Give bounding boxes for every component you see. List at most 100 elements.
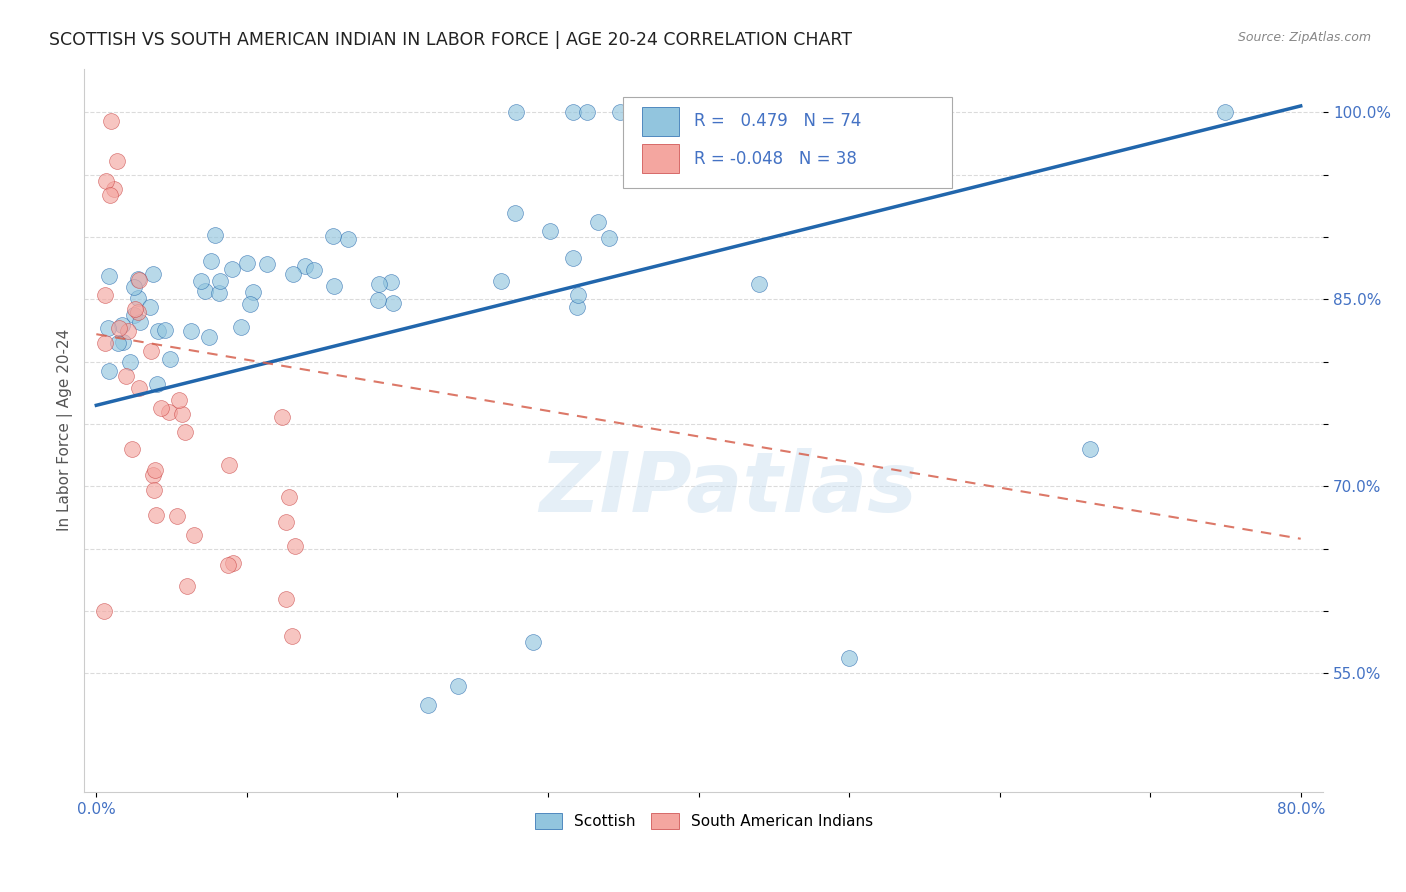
Point xyxy=(609,105,631,120)
Point xyxy=(575,105,598,120)
Text: R =   0.479   N = 74: R = 0.479 N = 74 xyxy=(695,112,862,130)
Text: ZIPatlas: ZIPatlas xyxy=(540,448,918,529)
Point xyxy=(183,527,205,541)
Point xyxy=(281,629,304,643)
Point xyxy=(748,277,770,292)
Point xyxy=(586,215,609,229)
Y-axis label: In Labor Force | Age 20-24: In Labor Force | Age 20-24 xyxy=(58,329,73,532)
Text: SCOTTISH VS SOUTH AMERICAN INDIAN IN LABOR FORCE | AGE 20-24 CORRELATION CHART: SCOTTISH VS SOUTH AMERICAN INDIAN IN LAB… xyxy=(49,31,852,49)
Point xyxy=(155,323,177,337)
Point xyxy=(97,321,120,335)
Point xyxy=(236,256,259,270)
Point xyxy=(652,105,675,120)
Point xyxy=(190,274,212,288)
Point xyxy=(173,425,195,439)
Point xyxy=(170,407,193,421)
Legend: Scottish, South American Indians: Scottish, South American Indians xyxy=(529,806,879,835)
Point xyxy=(277,490,299,504)
Point xyxy=(271,410,294,425)
Text: Source: ZipAtlas.com: Source: ZipAtlas.com xyxy=(1237,31,1371,45)
Point xyxy=(112,335,135,350)
Point xyxy=(159,352,181,367)
Point xyxy=(505,206,527,220)
Point xyxy=(127,272,149,286)
Point xyxy=(142,468,165,483)
Point xyxy=(97,364,120,378)
Point xyxy=(368,277,391,291)
Point xyxy=(239,297,262,311)
Point xyxy=(194,285,217,299)
Point xyxy=(145,376,167,391)
Point xyxy=(229,319,252,334)
Point xyxy=(281,267,304,281)
Point xyxy=(111,318,134,332)
Point xyxy=(208,274,231,288)
Point xyxy=(103,181,125,195)
Point xyxy=(117,324,139,338)
Point xyxy=(98,188,121,202)
Point xyxy=(142,267,165,281)
FancyBboxPatch shape xyxy=(623,97,952,188)
Point xyxy=(838,651,860,665)
Point xyxy=(208,285,231,300)
Point xyxy=(139,343,162,358)
Point xyxy=(121,442,143,457)
Point xyxy=(416,698,439,712)
Point xyxy=(118,355,141,369)
Point xyxy=(221,262,243,277)
Point xyxy=(93,604,115,618)
Point xyxy=(198,329,221,343)
Point xyxy=(114,368,136,383)
Point xyxy=(322,279,344,293)
Point xyxy=(128,381,150,395)
Point xyxy=(204,228,226,243)
FancyBboxPatch shape xyxy=(641,107,679,136)
Point xyxy=(634,105,657,120)
Point xyxy=(167,392,190,407)
Point xyxy=(222,556,245,570)
Point xyxy=(218,458,240,473)
Point xyxy=(302,263,325,277)
Point xyxy=(256,257,278,271)
Point xyxy=(100,114,122,128)
Point xyxy=(1215,105,1237,120)
Point xyxy=(107,336,129,351)
Point xyxy=(217,558,239,573)
Point xyxy=(166,509,188,524)
Point xyxy=(107,321,129,335)
Point xyxy=(128,272,150,286)
Point xyxy=(380,275,402,289)
Point xyxy=(382,296,405,310)
Point xyxy=(446,679,468,693)
Point xyxy=(94,174,117,188)
FancyBboxPatch shape xyxy=(641,145,679,173)
Point xyxy=(94,336,117,351)
Point xyxy=(122,309,145,323)
Point xyxy=(337,232,360,246)
Point xyxy=(491,274,513,288)
Point xyxy=(143,463,166,477)
Point xyxy=(562,252,585,266)
Point xyxy=(598,231,620,245)
Point xyxy=(284,539,307,553)
Point xyxy=(322,228,344,243)
Point xyxy=(127,305,149,319)
Point xyxy=(651,105,673,120)
Point xyxy=(98,269,121,284)
Point xyxy=(94,288,117,302)
Point xyxy=(1078,442,1101,456)
Point xyxy=(505,105,527,120)
Point xyxy=(180,324,202,338)
Point xyxy=(105,153,128,168)
Point xyxy=(176,579,198,593)
Point xyxy=(274,515,297,529)
Point xyxy=(200,254,222,268)
Point xyxy=(367,293,389,308)
Point xyxy=(159,405,181,419)
Point xyxy=(561,105,583,120)
Point xyxy=(145,508,167,523)
Text: R = -0.048   N = 38: R = -0.048 N = 38 xyxy=(695,150,856,168)
Point xyxy=(242,285,264,299)
Point xyxy=(274,591,297,606)
Point xyxy=(127,291,149,305)
